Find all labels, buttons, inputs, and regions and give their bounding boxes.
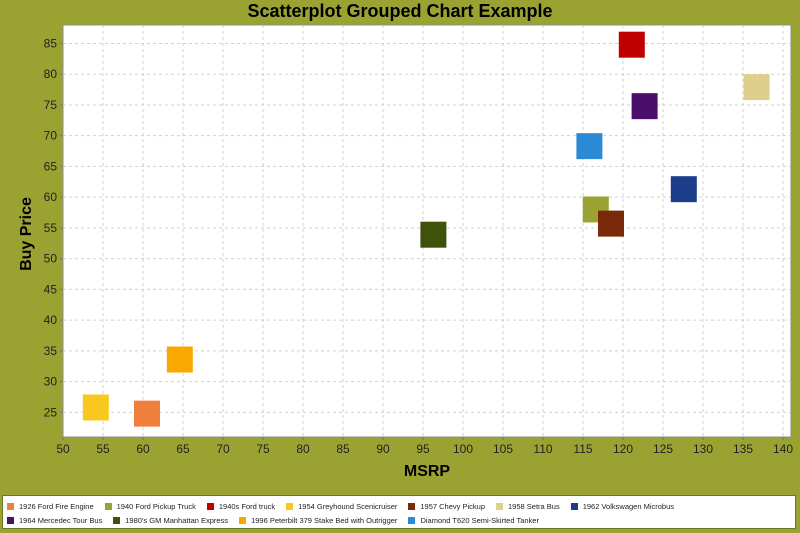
legend-swatch: [104, 502, 112, 510]
legend-swatch: [7, 516, 14, 524]
x-tick-label: 80: [296, 442, 310, 456]
x-tick-label: 60: [136, 442, 150, 456]
x-tick-label: 140: [773, 442, 793, 456]
legend-label: 1940 Ford Pickup Truck: [116, 501, 196, 511]
y-tick-label: 75: [44, 98, 58, 112]
data-point: [134, 400, 160, 427]
y-tick-label: 35: [44, 344, 58, 358]
x-tick-label: 70: [216, 442, 230, 456]
x-axis-title: MSRP: [404, 463, 451, 480]
legend-swatch: [408, 502, 416, 510]
legend-item: 1957 Chevy Pickup: [408, 499, 485, 513]
legend-label: 1954 Greyhound Scenicruiser: [298, 501, 398, 511]
legend-item: 1940 Ford Pickup Truck: [104, 499, 196, 513]
legend-item: 1964 Mercedec Tour Bus: [7, 513, 102, 527]
y-tick-label: 60: [44, 190, 58, 204]
legend-swatch: [570, 502, 578, 510]
y-tick-label: 30: [44, 375, 58, 389]
x-tick-label: 65: [176, 442, 190, 456]
legend-item: 1926 Ford Fire Engine: [7, 499, 94, 513]
legend-item: 1954 Greyhound Scenicruiser: [286, 499, 397, 513]
x-tick-label: 120: [613, 442, 633, 456]
legend-label: Diamond T620 Semi-Skirted Tanker: [420, 515, 539, 525]
data-point: [166, 346, 193, 373]
legend-label: 1957 Chevy Pickup: [420, 501, 485, 511]
chart-title: Scatterplot Grouped Chart Example: [247, 1, 553, 21]
legend-item: 1980’s GM Manhattan Express: [113, 513, 228, 527]
legend-item: 1940s Ford truck: [206, 499, 276, 513]
legend-label: 1940s Ford truck: [218, 501, 276, 511]
y-tick-label: 55: [44, 221, 58, 235]
tick-labels: 50 55 60 65 70 75 80 85 90 95 100 105 110 115 120 125 13…: [44, 36, 794, 456]
y-tick-label: 25: [44, 405, 58, 419]
legend-swatch: [206, 502, 214, 510]
legend-label: 1996 Peterbilt 379 Stake Bed with Outrig…: [251, 515, 398, 525]
y-tick-label: 45: [44, 282, 58, 296]
x-tick-label: 55: [96, 442, 110, 456]
legend-swatch: [496, 502, 503, 510]
x-tick-label: 100: [453, 442, 473, 456]
x-tick-label: 130: [693, 442, 713, 456]
x-tick-label: 110: [533, 442, 552, 456]
y-tick-label: 80: [44, 67, 58, 81]
legend-swatch: [239, 516, 247, 524]
y-tick-label: 70: [44, 129, 58, 143]
data-point: [743, 74, 770, 101]
legend-label: 1926 Ford Fire Engine: [19, 501, 94, 511]
legend-swatch: [408, 516, 416, 524]
data-point: [82, 394, 109, 421]
data-point: [670, 176, 697, 203]
data-point: [598, 210, 624, 237]
x-tick-label: 105: [493, 442, 513, 456]
legend-label: 1980’s GM Manhattan Express: [125, 515, 229, 525]
legend-swatch: [113, 516, 121, 524]
x-tick-label: 95: [416, 442, 430, 456]
data-points: [82, 31, 770, 427]
y-tick-label: 40: [44, 313, 58, 327]
legend: 1926 Ford Fire Engine 1940 Ford Pickup Tr…: [2, 495, 796, 529]
legend-item: Diamond T620 Semi-Skirted Tanker: [408, 513, 539, 527]
legend-item: 1958 Setra Bus: [496, 499, 560, 513]
legend-label: 1962 Volkswagen Microbus: [582, 501, 675, 511]
legend-item: 1996 Peterbilt 379 Stake Bed with Outrig…: [239, 513, 397, 527]
legend-swatch: [7, 502, 14, 510]
legend-label: 1958 Setra Bus: [508, 501, 560, 511]
grid-lines: [63, 25, 791, 437]
legend-label: 1964 Mercedec Tour Bus: [19, 515, 103, 525]
legend-item: 1962 Volkswagen Microbus: [570, 499, 675, 513]
y-axis-title: Buy Price: [18, 197, 35, 271]
x-tick-label: 85: [336, 442, 350, 456]
x-tick-label: 135: [733, 442, 753, 456]
y-tick-label: 50: [44, 252, 58, 266]
scatter-chart: 50 55 60 65 70 75 80 85 90 95 100 105 110 115 120 125 13…: [18, 24, 794, 480]
y-tick-label: 85: [44, 36, 58, 50]
x-tick-label: 50: [56, 442, 70, 456]
x-tick-label: 75: [256, 442, 270, 456]
legend-swatch: [286, 502, 294, 510]
x-tick-label: 115: [573, 442, 592, 456]
y-tick-label: 65: [44, 159, 58, 173]
data-point: [631, 93, 658, 120]
x-tick-label: 90: [376, 442, 390, 456]
x-tick-label: 125: [653, 442, 673, 456]
data-point: [618, 31, 645, 58]
data-point: [420, 221, 447, 248]
data-point: [576, 133, 603, 160]
